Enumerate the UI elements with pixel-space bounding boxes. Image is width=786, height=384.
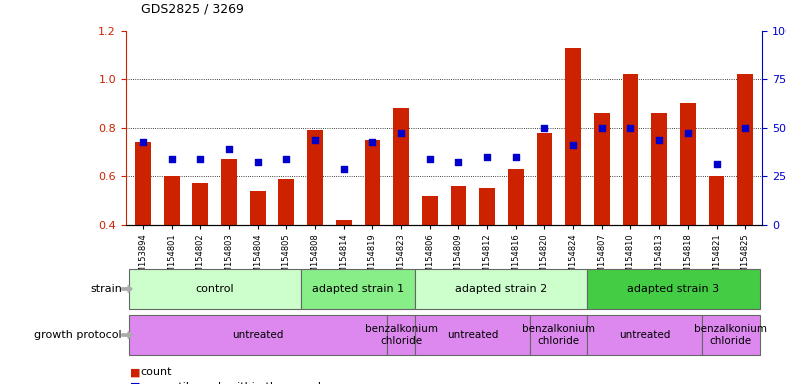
Text: adapted strain 1: adapted strain 1	[312, 284, 404, 294]
Bar	[623, 74, 638, 225]
Bar	[652, 113, 667, 225]
Bar	[129, 269, 301, 309]
Bar	[680, 103, 696, 225]
Bar	[587, 315, 702, 355]
Point	[681, 129, 694, 136]
Text: benzalkonium
chloride: benzalkonium chloride	[694, 324, 767, 346]
Point	[366, 139, 379, 145]
Bar	[301, 269, 416, 309]
Bar	[416, 315, 530, 355]
Bar	[336, 220, 351, 225]
Bar	[450, 186, 466, 225]
Bar	[422, 195, 438, 225]
Point	[739, 125, 751, 131]
Text: percentile rank within the sample: percentile rank within the sample	[140, 382, 328, 384]
Bar	[565, 48, 581, 225]
Point	[280, 156, 292, 162]
Text: control: control	[196, 284, 234, 294]
Point	[252, 159, 264, 165]
Bar	[221, 159, 237, 225]
Text: strain: strain	[90, 284, 122, 294]
Text: benzalkonium
chloride: benzalkonium chloride	[365, 324, 438, 346]
Bar	[594, 113, 610, 225]
Bar	[508, 169, 523, 225]
Bar	[530, 315, 587, 355]
Point	[194, 156, 207, 162]
Text: untreated: untreated	[447, 330, 498, 340]
Text: adapted strain 2: adapted strain 2	[455, 284, 548, 294]
Bar	[393, 108, 409, 225]
Text: growth protocol: growth protocol	[35, 330, 122, 340]
Bar	[365, 140, 380, 225]
Point	[337, 166, 350, 172]
Point	[509, 154, 522, 160]
Point	[711, 161, 723, 167]
Text: count: count	[140, 367, 171, 377]
Bar	[709, 176, 725, 225]
Text: ■: ■	[130, 367, 140, 377]
Point	[137, 139, 149, 145]
Point	[653, 137, 666, 143]
Text: adapted strain 3: adapted strain 3	[627, 284, 719, 294]
Point	[481, 154, 494, 160]
Point	[452, 159, 465, 165]
Bar	[387, 315, 416, 355]
Point	[538, 125, 551, 131]
Text: GDS2825 / 3269: GDS2825 / 3269	[141, 2, 244, 15]
Bar	[416, 269, 587, 309]
Point	[222, 146, 235, 152]
Bar	[587, 269, 759, 309]
Bar	[163, 176, 179, 225]
Text: ■: ■	[130, 382, 140, 384]
Point	[309, 137, 321, 143]
Bar	[307, 130, 323, 225]
Bar	[135, 142, 151, 225]
Point	[165, 156, 178, 162]
Point	[596, 125, 608, 131]
Text: benzalkonium
chloride: benzalkonium chloride	[523, 324, 595, 346]
Bar	[278, 179, 294, 225]
Point	[395, 129, 407, 136]
Point	[567, 142, 579, 148]
Bar	[537, 132, 553, 225]
Point	[624, 125, 637, 131]
Point	[424, 156, 436, 162]
Bar	[479, 188, 495, 225]
Bar	[737, 74, 753, 225]
Bar	[702, 315, 759, 355]
Text: untreated: untreated	[232, 330, 284, 340]
Bar	[129, 315, 387, 355]
Bar	[193, 184, 208, 225]
Bar	[250, 191, 266, 225]
Text: untreated: untreated	[619, 330, 670, 340]
